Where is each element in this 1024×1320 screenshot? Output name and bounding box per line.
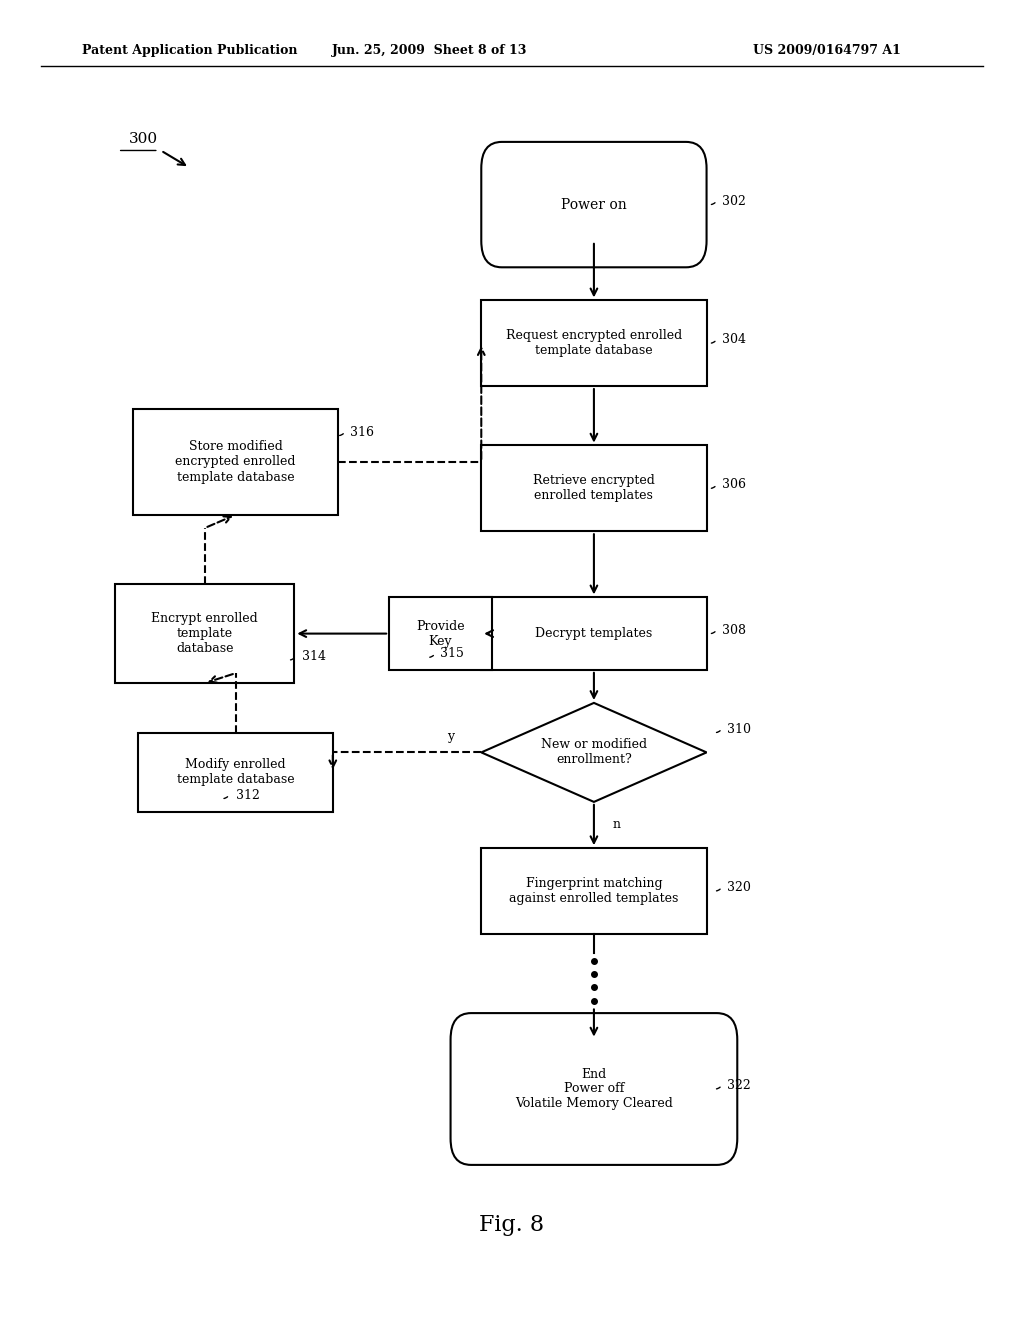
Text: 308: 308 [722,623,745,636]
Text: 314: 314 [302,649,326,663]
Text: Request encrypted enrolled
template database: Request encrypted enrolled template data… [506,329,682,358]
Bar [481,445,707,531]
Bar [133,409,338,515]
Text: Encrypt enrolled
template
database: Encrypt enrolled template database [152,612,258,655]
Text: Patent Application Publication: Patent Application Publication [82,44,297,57]
Text: End
Power off
Volatile Memory Cleared: End Power off Volatile Memory Cleared [515,1068,673,1110]
Bar [138,733,333,812]
Text: Decrypt templates: Decrypt templates [536,627,652,640]
Text: 304: 304 [722,333,745,346]
Text: 312: 312 [236,788,259,801]
Text: 310: 310 [727,722,751,735]
Bar [481,301,707,385]
Text: Fingerprint matching
against enrolled templates: Fingerprint matching against enrolled te… [509,876,679,906]
Text: 315: 315 [440,647,464,660]
FancyBboxPatch shape [481,143,707,267]
Text: 300: 300 [129,132,158,145]
Bar [481,597,707,671]
Text: 322: 322 [727,1078,751,1092]
Text: Modify enrolled
template database: Modify enrolled template database [177,758,294,787]
Text: Fig. 8: Fig. 8 [479,1214,545,1236]
Bar [389,597,492,671]
Polygon shape [481,704,707,801]
Text: Retrieve encrypted
enrolled templates: Retrieve encrypted enrolled templates [532,474,655,503]
Text: 320: 320 [727,880,751,894]
FancyBboxPatch shape [451,1014,737,1166]
Bar [481,849,707,935]
Text: Jun. 25, 2009  Sheet 8 of 13: Jun. 25, 2009 Sheet 8 of 13 [333,44,527,57]
Text: Provide
Key: Provide Key [416,619,465,648]
Text: New or modified
enrollment?: New or modified enrollment? [541,738,647,767]
Text: US 2009/0164797 A1: US 2009/0164797 A1 [754,44,901,57]
Text: 302: 302 [722,194,745,207]
Text: n: n [612,818,621,832]
Bar [116,583,295,682]
Text: 306: 306 [722,478,745,491]
Text: y: y [447,730,454,743]
Text: Power on: Power on [561,198,627,211]
Text: Store modified
encrypted enrolled
template database: Store modified encrypted enrolled templa… [175,441,296,483]
Text: 316: 316 [350,425,374,438]
